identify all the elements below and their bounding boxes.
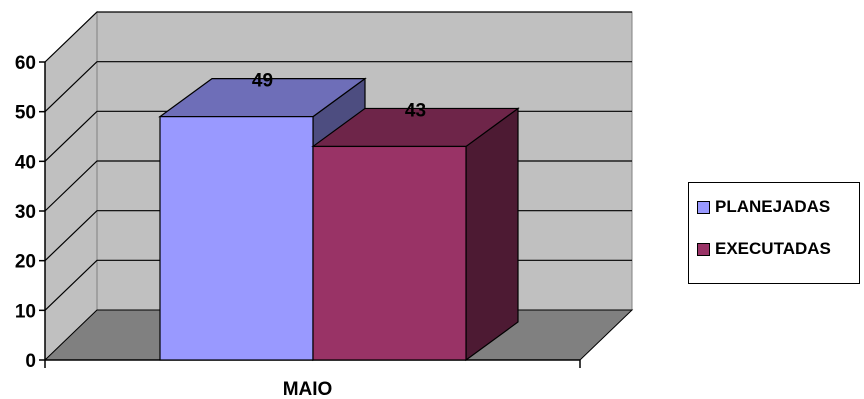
y-tick-label: 50 [15,103,36,124]
bar-side-executadas [465,107,519,362]
y-tick-label: 60 [15,53,36,74]
gridline [44,61,632,113]
legend-item-planejadas: PLANEJADAS [697,196,830,218]
legend-label-planejadas: PLANEJADAS [715,197,831,216]
chart-axes: 0 10 20 30 40 50 60 MAIO [15,53,581,399]
legend: PLANEJADAS EXECUTADAS [688,182,860,284]
bars [158,77,520,362]
legend-swatch-executadas [697,242,710,256]
legend-swatch-planejadas [697,200,710,214]
legend-item-executadas: EXECUTADAS [697,238,831,260]
bar-executadas [312,145,467,361]
data-label-planejadas: 49 [252,71,273,92]
legend-label-executadas: EXECUTADAS [715,239,831,258]
data-label-executadas: 43 [405,100,426,121]
x-tick-label: MAIO [283,379,333,399]
y-tick-label: 10 [15,301,36,322]
data-labels: 49 43 [252,71,426,122]
bar-planejadas [159,116,314,361]
gridline [44,11,632,63]
y-tick-label: 40 [15,152,36,173]
y-tick-label: 30 [15,202,36,223]
y-tick-label: 20 [15,252,36,273]
y-tick-label: 0 [25,351,36,372]
